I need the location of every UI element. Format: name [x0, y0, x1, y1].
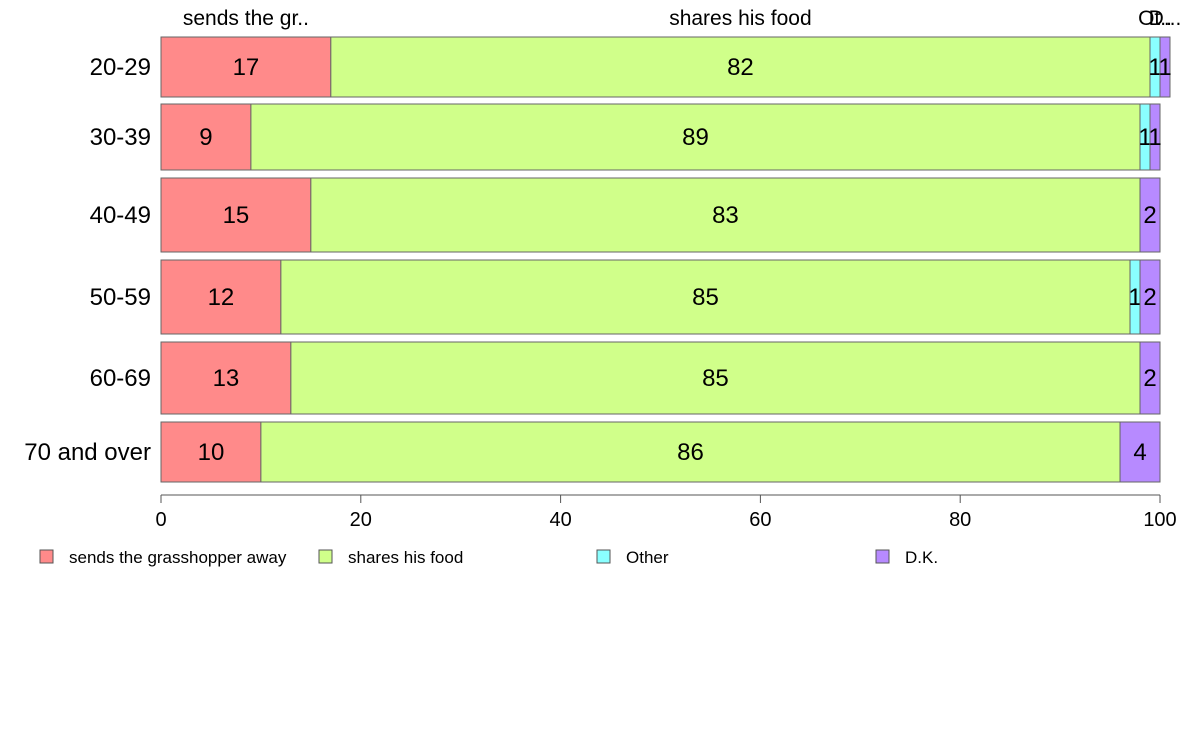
legend-label: D.K.	[905, 548, 938, 567]
data-label: 17	[233, 54, 260, 81]
bar-segment	[1159, 36, 1171, 98]
x-tick-label: 40	[549, 509, 571, 531]
category-label: 20-29	[90, 54, 151, 81]
data-label: 12	[208, 284, 235, 311]
category-label: 60-69	[90, 365, 151, 392]
bar-segment	[160, 259, 282, 335]
x-tick-label: 60	[749, 509, 771, 531]
data-label: 9	[199, 124, 212, 151]
category-label: 30-39	[90, 124, 151, 151]
top-series-label: shares his food	[669, 7, 811, 30]
data-label: 85	[702, 365, 729, 392]
data-label: 1	[1148, 54, 1161, 81]
bar-segment	[160, 421, 262, 483]
top-series-label: Ot..	[1138, 7, 1172, 30]
legend: sends the grasshopper away shares his foo…	[39, 548, 938, 567]
legend-swatch	[318, 549, 333, 564]
data-label: 85	[692, 284, 719, 311]
x-tick-label: 20	[350, 509, 372, 531]
top-series-labels: sends the gr.. shares his food Ot..D...	[183, 7, 1181, 30]
bar-segment	[1139, 177, 1161, 253]
category-label: 40-49	[90, 202, 151, 229]
x-tick-label: 100	[1143, 509, 1176, 531]
bar-segment	[1139, 341, 1161, 415]
data-label: 89	[682, 124, 709, 151]
legend-label: Other	[626, 548, 669, 567]
top-series-label: sends the gr..	[183, 7, 309, 30]
bar-segment	[1139, 259, 1161, 335]
bar-segment	[250, 103, 1141, 171]
bar-segment	[160, 177, 312, 253]
x-tick-label: 0	[155, 509, 166, 531]
category-label: 50-59	[90, 284, 151, 311]
legend-label: sends the grasshopper away	[69, 548, 287, 567]
category-labels: 20-29 30-39 40-49 50-59 60-69 70 and over	[24, 54, 151, 466]
bar-segment	[1149, 103, 1161, 171]
data-label: 2	[1143, 202, 1156, 229]
bar-segment	[1119, 421, 1161, 483]
data-label: 1	[1138, 124, 1151, 151]
data-label: 4	[1133, 439, 1146, 466]
data-label: 2	[1143, 284, 1156, 311]
x-tick-label: 80	[949, 509, 971, 531]
legend-swatch	[39, 549, 54, 564]
bar-segment	[260, 421, 1121, 483]
data-label: 83	[712, 202, 739, 229]
bar-segment	[160, 103, 252, 171]
bar-segment	[290, 341, 1141, 415]
data-label: 86	[677, 439, 704, 466]
legend-swatch	[596, 549, 611, 564]
top-series-label: D...	[1149, 7, 1182, 30]
data-label: 15	[223, 202, 250, 229]
x-axis: 0 20 40 60 80 100	[155, 494, 1177, 531]
bar-segment	[310, 177, 1141, 253]
category-label: 70 and over	[24, 439, 151, 466]
data-label: 1	[1148, 124, 1161, 151]
data-label: 1	[1128, 284, 1141, 311]
legend-swatch	[875, 549, 890, 564]
data-label: 1	[1158, 54, 1171, 81]
data-label: 82	[727, 54, 754, 81]
bar-segment	[280, 259, 1131, 335]
bar-segment	[330, 36, 1151, 98]
bar-segment	[160, 341, 292, 415]
data-label: 10	[198, 439, 225, 466]
data-label: 2	[1143, 365, 1156, 392]
data-label: 13	[213, 365, 240, 392]
legend-label: shares his food	[348, 548, 463, 567]
